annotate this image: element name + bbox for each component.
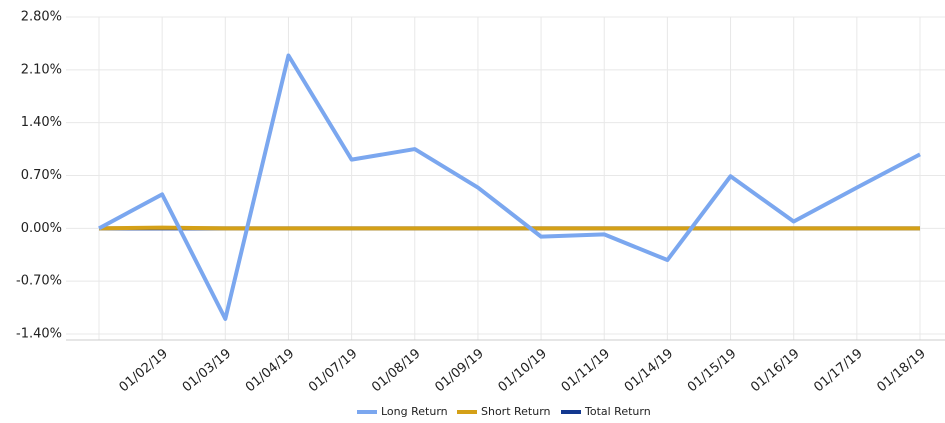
legend: Long Return Short Return Total Return (357, 405, 651, 418)
y-tick-label: -0.70% (16, 274, 62, 289)
x-tick-label: 01/10/19 (496, 346, 550, 395)
y-tick-label: 2.80% (21, 10, 62, 25)
line-series (98, 225, 920, 231)
x-tick-label: 01/08/19 (369, 346, 423, 395)
x-tick-label: 01/14/19 (622, 346, 676, 395)
x-tick-label: 01/18/19 (874, 346, 928, 395)
line-series (98, 53, 921, 321)
x-tick-label: 01/04/19 (243, 346, 297, 395)
legend-label: Long Return (381, 405, 448, 418)
y-tick-label: 1.40% (21, 115, 62, 130)
x-tick-label: 01/02/19 (117, 346, 171, 395)
y-tick-label: -1.40% (16, 327, 62, 342)
legend-label: Total Return (584, 405, 651, 418)
x-tick-label: 01/03/19 (180, 346, 234, 395)
x-tick-label: 01/15/19 (685, 346, 739, 395)
legend-label: Short Return (481, 405, 551, 418)
x-tick-label: 01/16/19 (748, 346, 802, 395)
x-tick-label: 01/11/19 (559, 346, 613, 395)
x-tick-label: 01/17/19 (811, 346, 865, 395)
y-tick-label: 0.00% (21, 221, 62, 236)
x-tick-label: 01/07/19 (306, 346, 360, 395)
y-tick-label: 0.70% (21, 168, 62, 183)
x-tick-label: 01/09/19 (432, 346, 486, 395)
y-tick-label: 2.10% (21, 62, 62, 77)
